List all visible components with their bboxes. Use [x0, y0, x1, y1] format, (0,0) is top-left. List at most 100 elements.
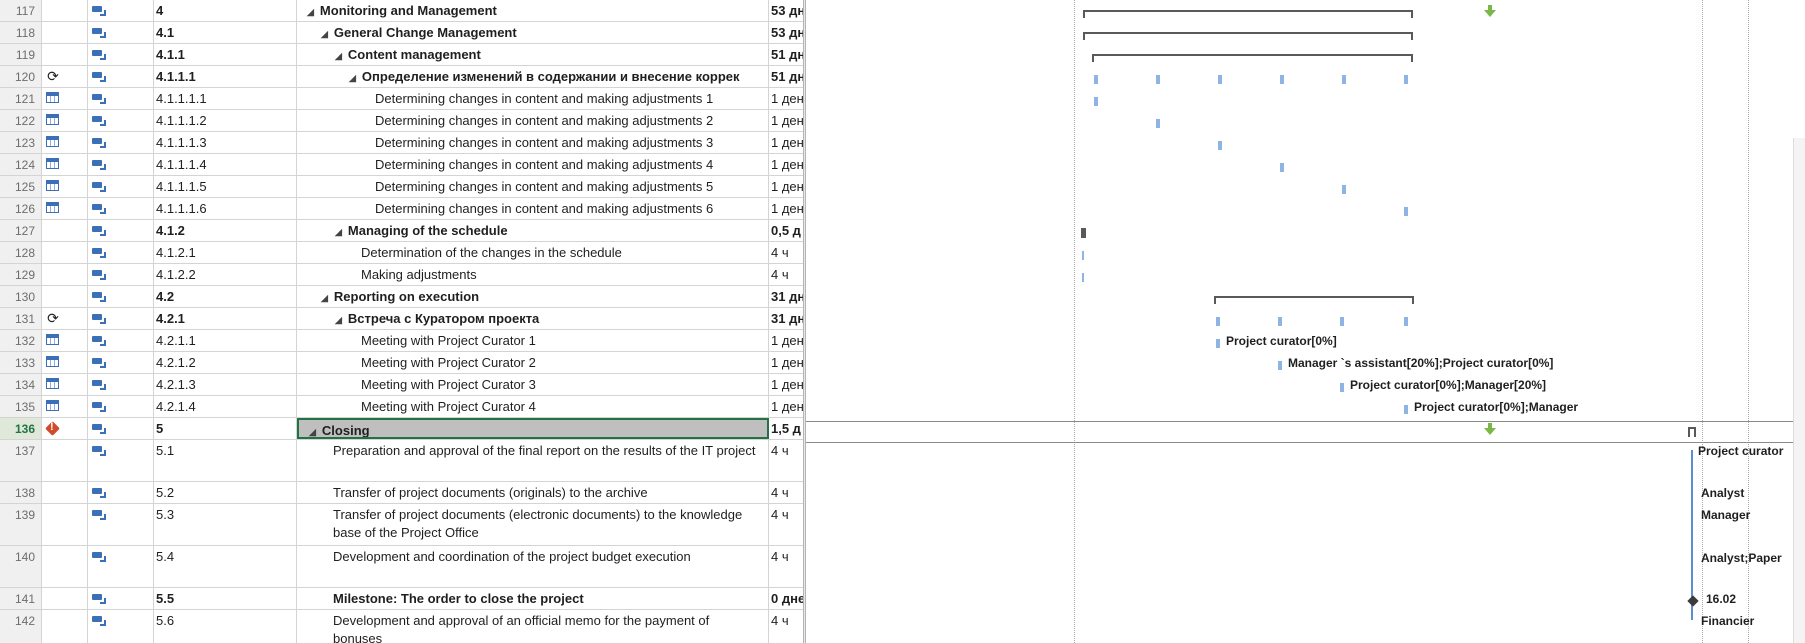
duration-cell[interactable]: 4 ч: [771, 507, 789, 522]
table-row[interactable]: 122 4.1.1.1.2 Determining changes in conte…: [0, 110, 803, 132]
row-number[interactable]: 136: [0, 418, 42, 439]
row-number[interactable]: 122: [0, 110, 42, 131]
task-name-cell[interactable]: Determining changes in content and makin…: [297, 198, 769, 219]
table-row[interactable]: 118 4.1 ◢ General Change Management 53 дн: [0, 22, 803, 44]
table-row[interactable]: 133 4.2.1.2 Meeting with Project Curator 2…: [0, 352, 803, 374]
wbs-cell[interactable]: 5.6: [154, 610, 297, 643]
summary-bar[interactable]: [1688, 427, 1696, 437]
table-row[interactable]: 117 4 ◢ Monitoring and Management 53 дн: [0, 0, 803, 22]
task-mode-cell[interactable]: [88, 546, 154, 587]
task-mode-cell[interactable]: [88, 154, 154, 175]
duration-cell[interactable]: 4 ч: [771, 613, 789, 628]
task-mode-cell[interactable]: [88, 132, 154, 153]
duration-cell[interactable]: 53 дн: [771, 3, 803, 18]
collapse-triangle-icon[interactable]: ◢: [321, 29, 328, 39]
task-mode-cell[interactable]: [88, 286, 154, 307]
table-row[interactable]: 135 4.2.1.4 Meeting with Project Curator 4…: [0, 396, 803, 418]
wbs-cell[interactable]: 4.1.2.2: [154, 264, 297, 285]
task-mode-cell[interactable]: [88, 482, 154, 503]
wbs-cell[interactable]: 5.2: [154, 482, 297, 503]
wbs-cell[interactable]: 4.2: [154, 286, 297, 307]
view-splitter[interactable]: [803, 0, 806, 643]
wbs-cell[interactable]: 4.1.1: [154, 44, 297, 65]
task-name-cell[interactable]: Development and coordination of the proj…: [297, 546, 769, 587]
duration-cell[interactable]: 0,5 д: [771, 223, 801, 238]
task-mode-cell[interactable]: [88, 308, 154, 329]
row-number[interactable]: 134: [0, 374, 42, 395]
collapse-triangle-icon[interactable]: ◢: [335, 51, 342, 61]
task-mode-cell[interactable]: [88, 352, 154, 373]
collapse-triangle-icon[interactable]: ◢: [335, 315, 342, 325]
wbs-cell[interactable]: 4.1.1.1.6: [154, 198, 297, 219]
table-row[interactable]: 136 5 ◢ Closing 1,5 д!: [0, 418, 803, 440]
row-number[interactable]: 125: [0, 176, 42, 197]
task-bar[interactable]: [1280, 75, 1284, 84]
table-row[interactable]: 124 4.1.1.1.4 Determining changes in conte…: [0, 154, 803, 176]
task-mode-cell[interactable]: [88, 220, 154, 241]
wbs-cell[interactable]: 4.1.2: [154, 220, 297, 241]
task-mode-cell[interactable]: [88, 440, 154, 481]
duration-cell[interactable]: 1 ден: [771, 399, 803, 414]
task-bar[interactable]: [1342, 185, 1346, 194]
task-mode-cell[interactable]: [88, 44, 154, 65]
wbs-cell[interactable]: 4.2.1.4: [154, 396, 297, 417]
wbs-cell[interactable]: 4.1.1.1.5: [154, 176, 297, 197]
duration-cell[interactable]: 1 ден: [771, 201, 803, 216]
collapse-triangle-icon[interactable]: ◢: [335, 227, 342, 237]
wbs-cell[interactable]: 4.1.1.1.1: [154, 88, 297, 109]
task-name-cell[interactable]: ◢ Monitoring and Management: [297, 0, 769, 21]
row-number[interactable]: 142: [0, 610, 42, 643]
duration-cell[interactable]: 1 ден: [771, 333, 803, 348]
task-bar[interactable]: [1082, 273, 1084, 282]
row-number[interactable]: 137: [0, 440, 42, 481]
wbs-cell[interactable]: 5: [154, 418, 297, 439]
wbs-cell[interactable]: 4.1.1.1.4: [154, 154, 297, 175]
task-bar[interactable]: [1404, 405, 1408, 414]
task-bar[interactable]: [1156, 75, 1160, 84]
milestone-diamond[interactable]: [1687, 595, 1699, 607]
table-row[interactable]: 126 4.1.1.1.6 Determining changes in conte…: [0, 198, 803, 220]
row-number[interactable]: 126: [0, 198, 42, 219]
duration-cell[interactable]: 0 дне: [771, 591, 803, 606]
table-row[interactable]: 131 4.2.1 ◢ Встреча с Куратором проекта 31 д…: [0, 308, 803, 330]
task-bar[interactable]: [1218, 75, 1222, 84]
row-number[interactable]: 117: [0, 0, 42, 21]
summary-bar[interactable]: [1083, 10, 1413, 18]
task-mode-cell[interactable]: [88, 242, 154, 263]
task-name-cell[interactable]: Transfer of project documents (electroni…: [297, 504, 769, 545]
task-name-cell[interactable]: Meeting with Project Curator 4: [297, 396, 769, 417]
duration-cell[interactable]: 4 ч: [771, 485, 789, 500]
task-name-cell[interactable]: ◢ Managing of the schedule: [297, 220, 769, 241]
row-number[interactable]: 123: [0, 132, 42, 153]
task-name-cell[interactable]: Making adjustments: [297, 264, 769, 285]
summary-bar[interactable]: [1081, 228, 1086, 238]
row-number[interactable]: 120: [0, 66, 42, 87]
task-name-cell[interactable]: Milestone: The order to close the projec…: [297, 588, 769, 609]
task-mode-cell[interactable]: [88, 22, 154, 43]
task-bar[interactable]: [1340, 383, 1344, 392]
table-row[interactable]: 127 4.1.2 ◢ Managing of the schedule 0,5 д: [0, 220, 803, 242]
duration-cell[interactable]: 4 ч: [771, 267, 789, 282]
task-bar[interactable]: [1094, 75, 1098, 84]
task-bar[interactable]: [1404, 317, 1408, 326]
wbs-cell[interactable]: 4: [154, 0, 297, 21]
task-name-cell[interactable]: Meeting with Project Curator 3: [297, 374, 769, 395]
table-row[interactable]: 139 5.3 Transfer of project documents (ele…: [0, 504, 803, 546]
task-name-cell[interactable]: Meeting with Project Curator 2: [297, 352, 769, 373]
task-mode-cell[interactable]: [88, 418, 154, 439]
task-bar[interactable]: [1404, 207, 1408, 216]
task-mode-cell[interactable]: [88, 88, 154, 109]
task-mode-cell[interactable]: [88, 66, 154, 87]
table-row[interactable]: 142 5.6 Development and approval of an off…: [0, 610, 803, 643]
task-bar[interactable]: [1094, 97, 1098, 106]
duration-cell[interactable]: 31 дн: [771, 311, 803, 326]
duration-cell[interactable]: 1 ден: [771, 157, 803, 172]
summary-bar[interactable]: [1214, 296, 1414, 304]
duration-cell[interactable]: 1 ден: [771, 135, 803, 150]
wbs-cell[interactable]: 4.2.1.2: [154, 352, 297, 373]
task-name-cell[interactable]: Determining changes in content and makin…: [297, 154, 769, 175]
task-bar[interactable]: [1218, 141, 1222, 150]
row-number[interactable]: 138: [0, 482, 42, 503]
task-bar[interactable]: [1156, 119, 1160, 128]
vertical-scrollbar[interactable]: [1793, 138, 1805, 643]
